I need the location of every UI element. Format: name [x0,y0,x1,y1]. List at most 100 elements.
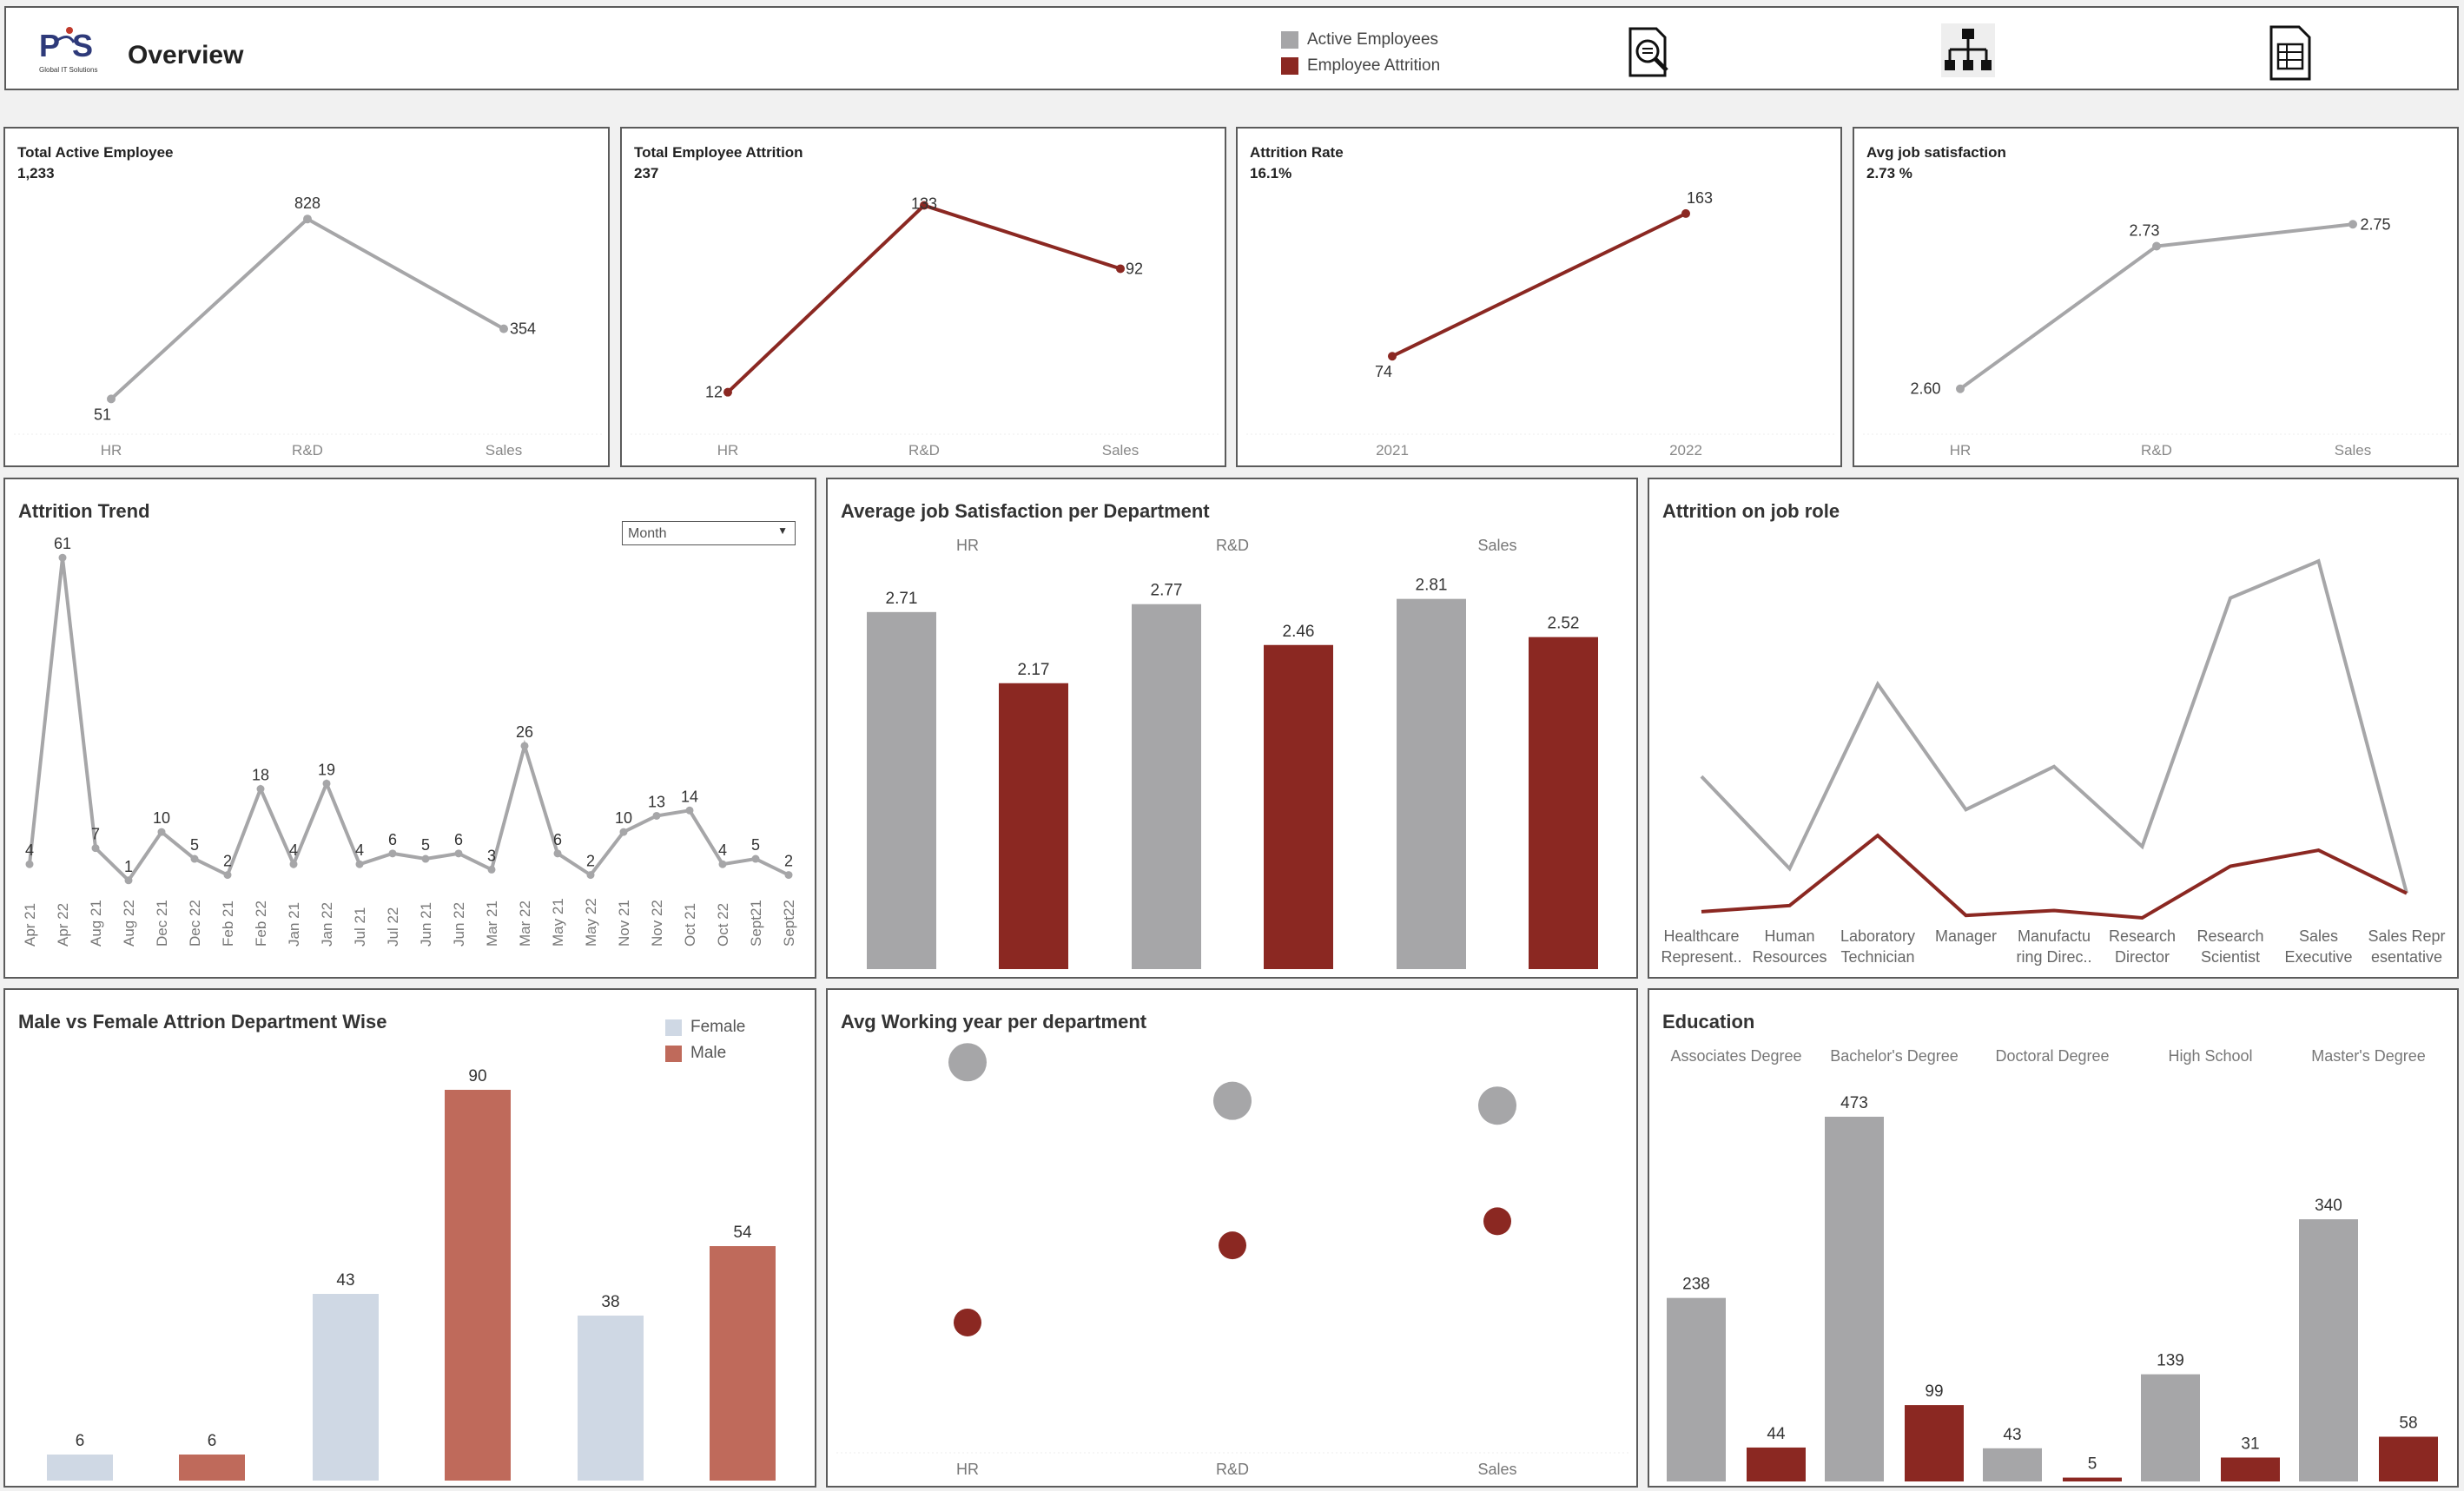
axis-label: Oct 22 [715,903,731,947]
axis-label: Sales [486,442,523,459]
data-label: 5 [751,836,760,854]
bar [710,1246,776,1481]
axis-label: Jul 21 [352,907,368,947]
attrition-trend-panel: Attrition Trend Month ▼ 4 Apr 21 61 Apr 22 7… [3,478,816,979]
axis-label: Aug 21 [88,900,104,947]
data-point [388,849,397,858]
data-point [685,806,694,815]
legend-swatch-attrition [1281,57,1298,75]
category-header: R&D [1216,537,1249,554]
gender-attrition-chart: 6 43 38 6 90 54 [47,1067,776,1481]
table-sheet-icon[interactable] [2264,23,2325,84]
axis-label: 2022 [1669,442,1702,459]
axis-label: Nov 21 [616,900,632,947]
axis-label: Research [2109,927,2176,945]
data-label: 133 [911,195,937,213]
data-point [2152,241,2161,251]
category-header: Doctoral Degree [1995,1047,2109,1065]
data-label: 10 [153,809,170,827]
legend-item-active: Active Employees [1281,27,1440,53]
period-dropdown[interactable]: Month ▼ [622,521,796,545]
series-line [1701,833,2408,920]
axis-label: Human [1764,927,1814,945]
attrition-trend-chart: 4 Apr 21 61 Apr 22 7 Aug 21 1 Aug 22 10 Dec 21 5 De… [22,535,797,947]
data-point [1116,264,1125,274]
data-label: 99 [1925,1382,1943,1401]
axis-label: Scientist [2201,948,2260,966]
data-point [107,394,116,404]
category-header: High School [2168,1047,2252,1065]
data-point [355,860,364,868]
data-point [223,871,232,880]
legend-label-attrition: Employee Attrition [1307,56,1441,75]
legend-item-male: Male [665,1040,745,1066]
bar [1264,644,1333,969]
axis-label: Jun 21 [418,902,434,947]
series-line [726,203,1121,394]
data-label: 2 [223,853,232,870]
axis-label: Resources [1752,948,1827,966]
bar [1983,1448,2042,1481]
data-point [619,828,628,836]
category-header: HR [956,537,979,554]
bar [1132,604,1201,969]
gender-legend: Female Male [665,1014,745,1066]
data-label: 6 [388,831,397,848]
section-title: Attrition on job role [1662,500,1840,522]
logo-tagline: Global IT Solutions [39,66,97,74]
org-chart-icon[interactable] [1941,23,2002,84]
data-point [487,865,496,874]
data-label: 354 [510,320,536,338]
category-header: Associates Degree [1670,1047,1801,1065]
data-label: 340 [2315,1197,2342,1215]
kpi-value: 1,233 [17,165,55,181]
kpi-line-chart: 51 HR 828 R&D 354 Sales [14,195,603,459]
data-point [157,828,166,836]
data-label: 90 [468,1067,486,1085]
axis-label: Sales [2335,442,2372,459]
chevron-down-icon: ▼ [777,524,788,537]
bar [1825,1117,1884,1481]
data-label: 5 [2088,1455,2097,1474]
series-line [1700,558,2408,894]
data-point [289,860,298,868]
data-point [91,844,100,853]
data-point [652,811,661,820]
legend-label-active: Active Employees [1307,30,1439,49]
working-year-panel: Avg Working year per department HR R&D Sal… [826,988,1638,1488]
category-header: Bachelor's Degree [1830,1047,1959,1065]
data-label: 61 [54,535,71,552]
report-search-icon[interactable] [1622,23,1682,84]
data-point [1388,352,1397,361]
axis-label: Director [2115,948,2170,966]
data-label: 6 [76,1432,85,1450]
axis-label: ring Direc.. [2016,948,2091,966]
data-label: 12 [705,384,723,401]
data-label: 43 [2003,1426,2021,1444]
axis-label: R&D [292,442,323,459]
data-point [553,849,562,858]
data-point [1483,1207,1511,1236]
data-label: 3 [487,847,496,864]
data-label: 473 [1840,1094,1868,1112]
axis-label: Dec 21 [154,900,170,947]
axis-label: Research [2196,927,2263,945]
job-satisfaction-panel: Average job Satisfaction per Department … [826,478,1638,979]
series-line [109,216,505,400]
data-point [454,849,463,858]
data-label: 14 [681,788,698,805]
axis-label: May 22 [583,898,599,947]
data-point [1956,384,1965,393]
data-point [520,742,529,750]
kpi-title: Avg job satisfaction [1866,144,2006,161]
axis-label: Oct 21 [682,903,698,947]
data-label: 6 [553,831,562,848]
data-point [954,1308,981,1336]
data-point [421,854,430,863]
gender-panel: Male vs Female Attrion Department Wise F… [3,988,816,1488]
axis-label: Apr 21 [22,903,38,947]
bar [2221,1457,2280,1481]
axis-label: R&D [1216,1461,1249,1478]
data-point [586,871,595,880]
header-bar: P S Global IT Solutions Overview Active … [4,6,2459,90]
